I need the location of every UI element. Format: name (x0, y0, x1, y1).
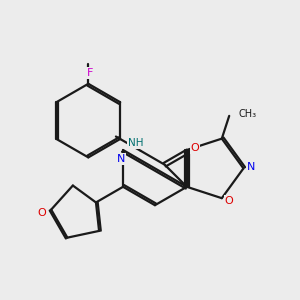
Text: N: N (247, 162, 255, 172)
Text: O: O (225, 196, 233, 206)
Text: F: F (87, 68, 93, 78)
Text: CH₃: CH₃ (238, 109, 256, 119)
Text: NH: NH (128, 138, 143, 148)
Text: N: N (117, 154, 125, 164)
Text: O: O (190, 143, 200, 154)
Text: O: O (38, 208, 46, 218)
